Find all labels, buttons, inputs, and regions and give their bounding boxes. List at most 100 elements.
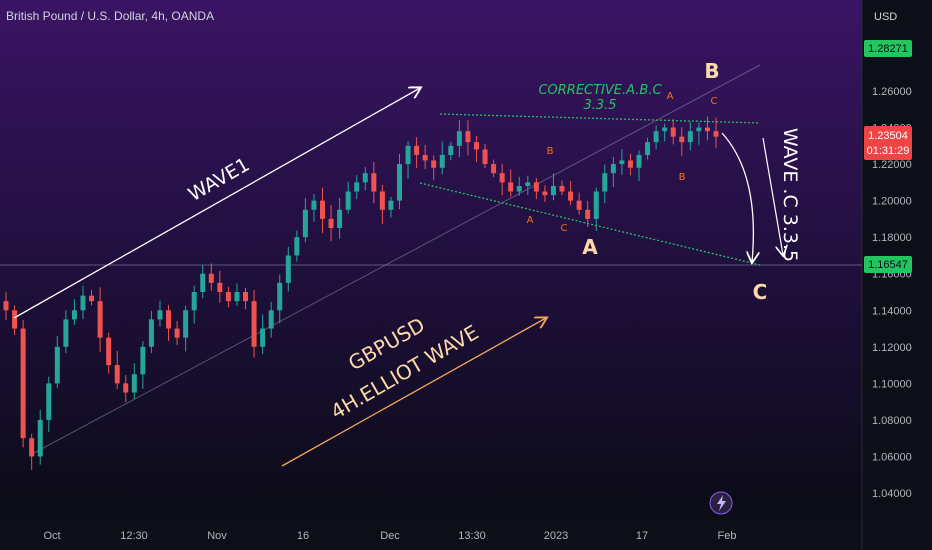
price-tick-label: 1.08000 [872,415,912,427]
candle-body [371,173,377,192]
corrective-label: CORRECTIVE.A.B.C [538,83,662,98]
countdown-value: 01:31:29 [867,145,910,157]
candle-body [200,273,206,292]
candle-body [362,173,368,183]
candle-body [89,295,95,302]
candle-body [508,182,514,192]
price-tick-label: 1.18000 [872,232,912,244]
price-tick-label: 1.14000 [872,305,912,317]
candle-body [516,186,522,192]
price-tick-label: 1.26000 [872,86,912,98]
lightning-icon[interactable] [709,491,733,515]
candle-body [311,200,317,210]
candle-body [243,292,249,302]
candle-body [29,438,35,457]
candle-body [431,160,437,168]
channel-lower-line [29,64,761,456]
sub-wave-b2-label: B [679,172,686,183]
price-tick-label: 1.22000 [872,159,912,171]
price-tick-label: 1.06000 [872,451,912,463]
candle-body [71,310,77,320]
corrective-sublabel: 3.3.5 [583,98,616,113]
candle-body [576,200,582,210]
time-axis-labels: Oct 12:30 Nov 16 Dec 13:30 2023 17 Feb [43,530,736,542]
time-tick-label: 2023 [544,530,568,542]
candle-body [542,191,548,196]
candle-body [379,191,385,210]
sub-wave-c2-label: C [711,96,718,107]
candle-body [217,282,223,292]
candle-body [260,328,266,347]
price-tick-label: 1.20000 [872,196,912,208]
last-price-badge: 1.23504 01:31:29 [864,126,912,160]
candle-body [268,310,274,329]
wave-c-vertical-label: WAVE .C 3.3.5 [779,128,801,262]
wave1-arrow [13,88,420,319]
candle-body [354,182,360,192]
candle-body [499,173,505,183]
candle-body [174,328,180,338]
wave-c-curve-arrow [721,132,753,262]
candle-body [12,310,18,329]
level-price-value: 1.16547 [868,259,908,271]
candle-body [123,383,129,393]
candle-body [456,131,462,146]
candle-body [593,191,599,219]
candle-body [140,346,146,375]
candle-body [439,154,445,168]
candle-body [80,295,86,311]
candle-body [713,131,719,137]
time-tick-label: 13:30 [458,530,486,542]
candle-body [114,365,120,384]
price-tick-label: 1.04000 [872,488,912,500]
elliot-arrow [281,318,546,467]
candle-body [482,149,488,165]
candle-body [602,173,608,192]
sub-wave-a2-label: A [667,91,674,102]
symbol-title: British Pound / U.S. Dollar, 4h, OANDA [6,9,214,23]
candle-body [679,136,685,143]
candle-body [225,292,231,302]
candle-body [20,328,26,439]
candle-body [610,164,616,174]
price-axis-panel [862,0,932,550]
candle-body [294,237,300,256]
time-tick-label: Feb [718,530,737,542]
candle-body [473,142,479,150]
plot-background [0,0,862,518]
wave-a-label: A [582,235,598,259]
candle-body [131,374,137,393]
candle-body [388,200,394,210]
candle-body [414,145,420,155]
candle-body [559,186,565,192]
candle-body [653,131,659,143]
candle-body [191,292,197,311]
candle-body [662,127,668,132]
candle-body [46,383,52,420]
level-price-badge: 1.16547 [864,256,912,273]
sub-wave-c1-label: C [561,223,568,234]
candle-body [670,127,676,137]
candle-body [106,337,112,366]
time-tick-label: 12:30 [120,530,148,542]
candle-body [277,282,283,311]
candle-body [525,182,531,187]
candle-body [337,209,343,229]
candle-body [285,255,291,283]
candle-body [63,319,69,347]
high-price-badge: 1.28271 [864,40,912,57]
candle-body [448,145,454,155]
candle-body [550,186,556,196]
time-axis-panel [0,518,862,550]
wave-c-straight-arrow [762,137,783,255]
sub-wave-a1-label: A [527,215,534,226]
candle-body [251,301,257,347]
currency-label: USD [874,11,897,23]
candle-body [405,145,411,165]
last-price-value: 1.23504 [868,130,908,142]
price-tick-label: 1.12000 [872,342,912,354]
high-price-value: 1.28271 [868,43,908,55]
wave-c-label: C [753,280,768,304]
candle-body [396,164,402,201]
